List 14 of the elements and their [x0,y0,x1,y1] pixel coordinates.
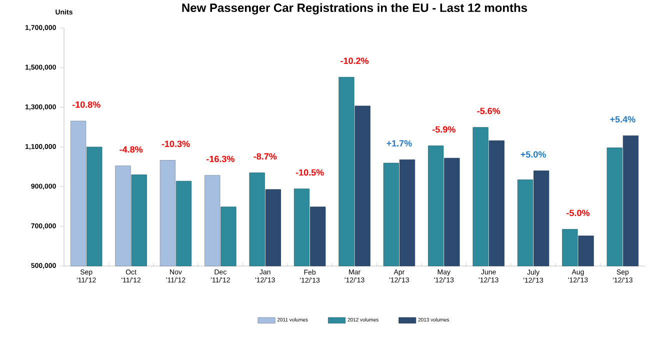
annotation: -5.0% [566,210,590,216]
annotation: -10.8% [72,101,100,108]
annotation: -5.6% [477,108,500,114]
annotation: +5.4% [610,116,636,122]
annotation: -10.5% [296,169,324,176]
annotation: -16.3% [206,156,234,162]
chart-title: New Passenger Car Registrations in the EU - Last 12 months [182,3,528,14]
annotation: -10.2% [340,58,369,64]
annotation: -8.7% [254,153,277,160]
annotation: +1.7% [386,140,412,146]
annotation: -10.3% [162,140,190,148]
annotation: -4.8% [120,146,143,153]
annotation: -5.9% [432,126,456,133]
annotation: +5.0% [520,151,546,158]
